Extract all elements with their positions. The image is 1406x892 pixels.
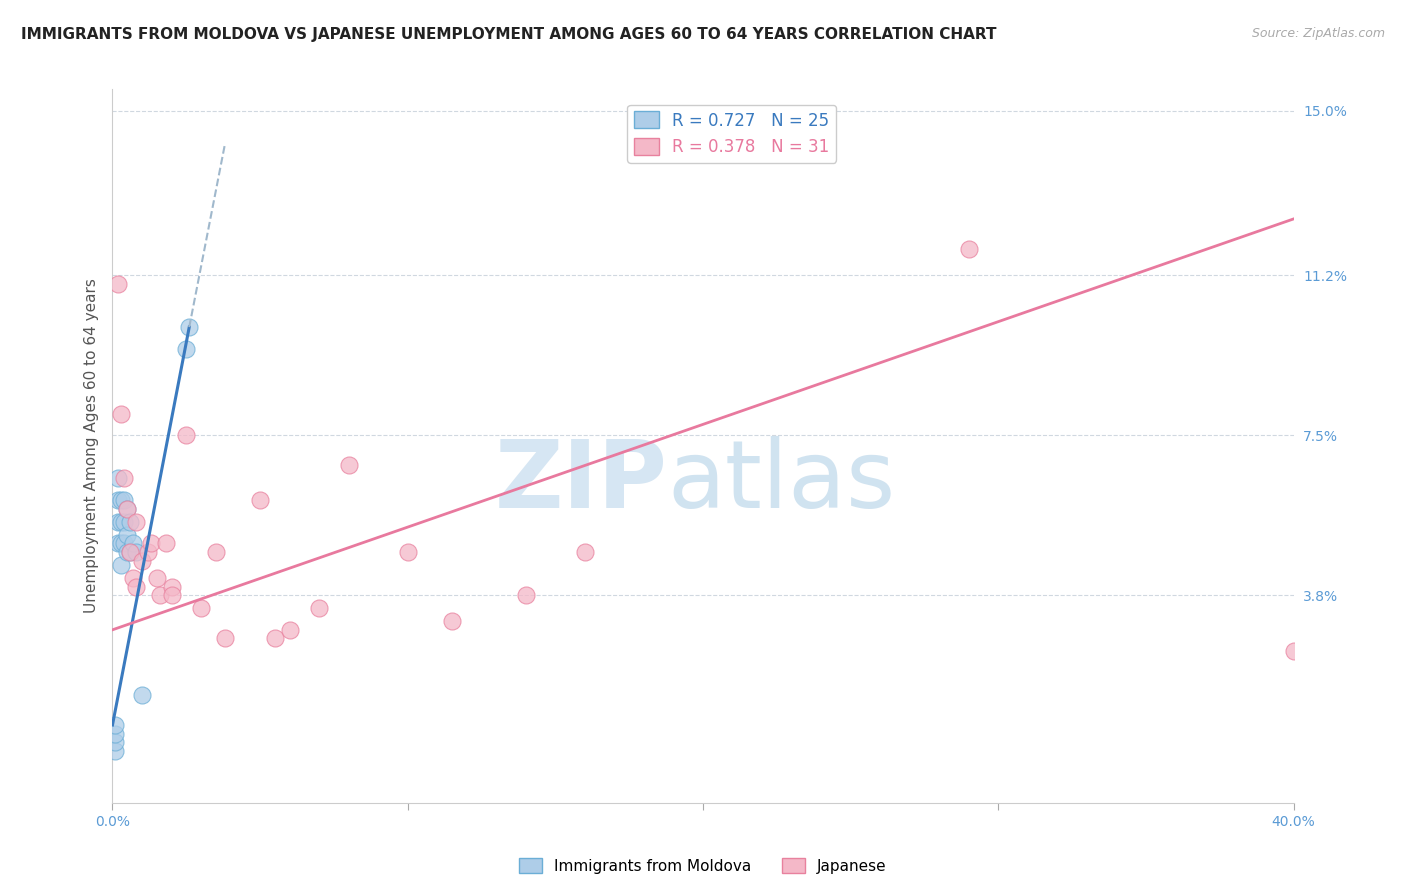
Text: IMMIGRANTS FROM MOLDOVA VS JAPANESE UNEMPLOYMENT AMONG AGES 60 TO 64 YEARS CORRE: IMMIGRANTS FROM MOLDOVA VS JAPANESE UNEM… [21, 27, 997, 42]
Point [110, 536, 132, 550]
Point [174, 428, 197, 442]
Point [155, 536, 177, 550]
Point [205, 545, 228, 559]
Point [337, 458, 360, 473]
Point [120, 545, 142, 559]
Point [104, 735, 127, 749]
Point [146, 571, 169, 585]
Text: Source: ZipAtlas.com: Source: ZipAtlas.com [1251, 27, 1385, 40]
Point [112, 471, 135, 485]
Point [107, 515, 129, 529]
Point [107, 536, 129, 550]
Point [120, 545, 142, 559]
Y-axis label: Unemployment Among Ages 60 to 64 years: Unemployment Among Ages 60 to 64 years [83, 278, 98, 614]
Point [112, 515, 135, 529]
Point [139, 536, 162, 550]
Point [104, 744, 127, 758]
Point [131, 688, 153, 702]
Point [125, 580, 148, 594]
Point [112, 493, 135, 508]
Point [110, 558, 132, 572]
Point [179, 320, 201, 334]
Point [174, 342, 197, 356]
Point [278, 623, 301, 637]
Point [117, 545, 138, 559]
Point [160, 580, 183, 594]
Point [120, 515, 142, 529]
Point [149, 588, 172, 602]
Point [131, 553, 153, 567]
Point [441, 614, 464, 628]
Text: ZIP: ZIP [495, 435, 668, 528]
Point [214, 632, 236, 646]
Legend: Immigrants from Moldova, Japanese: Immigrants from Moldova, Japanese [513, 852, 893, 880]
Point [264, 632, 287, 646]
Point [396, 545, 419, 559]
Point [107, 471, 129, 485]
Point [957, 242, 980, 256]
Legend: R = 0.727   N = 25, R = 0.378   N = 31: R = 0.727 N = 25, R = 0.378 N = 31 [627, 104, 837, 162]
Point [104, 718, 127, 732]
Point [107, 277, 129, 291]
Point [574, 545, 596, 559]
Point [107, 493, 129, 508]
Point [117, 501, 138, 516]
Point [112, 536, 135, 550]
Point [190, 601, 212, 615]
Point [104, 726, 127, 740]
Text: atlas: atlas [668, 435, 896, 528]
Point [122, 536, 145, 550]
Point [308, 601, 330, 615]
Point [117, 501, 138, 516]
Point [136, 545, 159, 559]
Point [160, 588, 183, 602]
Point [515, 588, 537, 602]
Point [117, 527, 138, 541]
Point [110, 515, 132, 529]
Point [110, 493, 132, 508]
Point [125, 515, 148, 529]
Point [122, 571, 145, 585]
Point [1282, 644, 1305, 658]
Point [110, 407, 132, 421]
Point [249, 493, 271, 508]
Point [125, 545, 148, 559]
